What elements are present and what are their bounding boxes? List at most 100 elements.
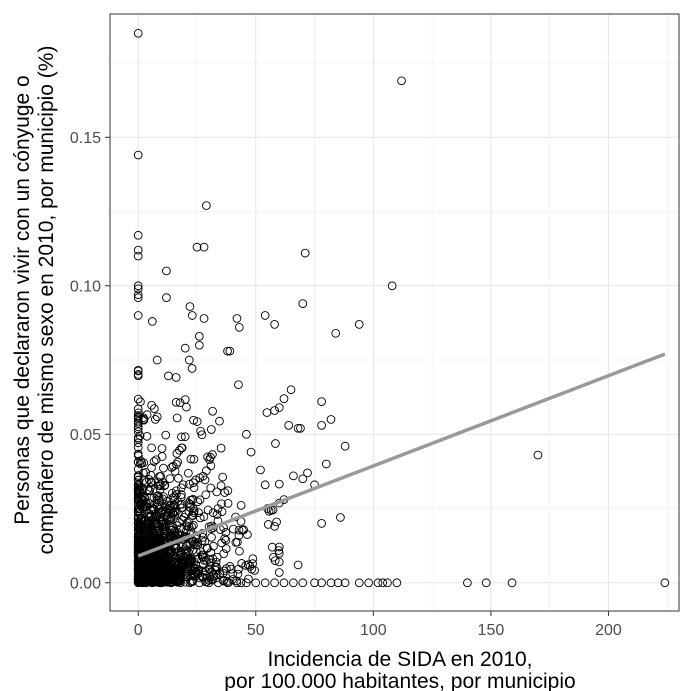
data-point [279,394,289,403]
data-point [274,479,284,489]
data-point [133,514,143,524]
data-point [169,572,178,582]
data-point [163,500,172,510]
data-point [181,571,191,581]
data-point [660,578,670,588]
data-point [271,439,280,448]
data-point [136,456,145,466]
data-point [223,578,232,588]
data-point [256,465,265,475]
data-point [170,531,179,540]
data-point [168,508,178,518]
data-point [373,578,383,588]
data-point [212,510,222,519]
x-axis-title-line-1: Incidencia de SIDA en 2010, [267,648,532,671]
data-point [185,578,195,588]
data-point [147,478,157,487]
data-point [212,562,221,572]
data-point [191,540,201,550]
data-point [133,419,143,428]
data-point [176,524,186,533]
data-point [317,397,326,406]
data-point [133,284,143,294]
data-point [189,415,198,425]
data-point [195,331,204,341]
x-tick-label: 0 [134,622,143,639]
data-point [160,524,169,534]
data-point [245,562,255,571]
data-point [188,511,198,520]
data-point [161,502,170,512]
y-tick-label: 0.05 [70,427,101,444]
data-point [146,477,156,487]
data-point [507,578,517,588]
data-point [133,545,143,555]
data-point [191,475,201,485]
data-point [260,311,270,320]
data-point [296,423,305,433]
y-tick-label: 0.10 [70,278,101,295]
data-point [232,578,242,588]
data-point [184,517,193,527]
data-point [364,578,373,588]
data-point [157,444,167,453]
data-point [162,293,171,303]
data-point [133,394,143,404]
data-point [133,457,143,467]
data-point [225,346,235,356]
data-point [133,251,143,261]
data-point [234,380,243,390]
data-point [133,245,143,255]
data-point [219,549,229,558]
data-point [274,557,284,567]
data-point [293,423,303,433]
data-point [195,473,205,483]
data-point [218,472,228,482]
x-tick-label: 100 [360,622,387,639]
data-point [149,504,159,514]
data-point [133,525,143,535]
data-point [336,513,345,522]
data-point [209,541,218,551]
data-point [133,435,143,444]
data-point [133,531,143,540]
data-point [176,578,185,588]
data-point [463,578,472,588]
data-point [133,489,143,499]
x-axis-ticks: 0 50 100 150 200 [134,611,622,639]
data-point [220,534,229,543]
data-point [148,562,157,572]
data-point [205,564,215,574]
data-point [208,508,218,518]
data-point [159,463,168,473]
data-point [170,507,179,517]
data-point [206,483,216,493]
data-point [159,560,169,569]
data-point [187,364,197,373]
data-point [193,497,203,507]
data-point [133,578,143,588]
data-point [145,486,154,496]
data-point [133,365,143,375]
data-point [154,493,164,502]
data-point [242,429,251,439]
data-point [170,510,180,520]
data-point [133,28,143,38]
data-point [206,452,215,462]
data-point [133,422,143,432]
data-point [133,486,143,496]
data-point [195,578,204,588]
data-point [133,311,143,320]
data-point [340,441,350,451]
data-point [147,317,157,326]
data-point [177,503,186,513]
data-point [165,474,175,483]
data-point [237,559,247,568]
data-point [397,76,406,86]
data-point [188,478,198,488]
data-point [172,413,182,423]
data-point [197,430,207,440]
data-point [195,340,204,350]
data-point [166,501,175,511]
